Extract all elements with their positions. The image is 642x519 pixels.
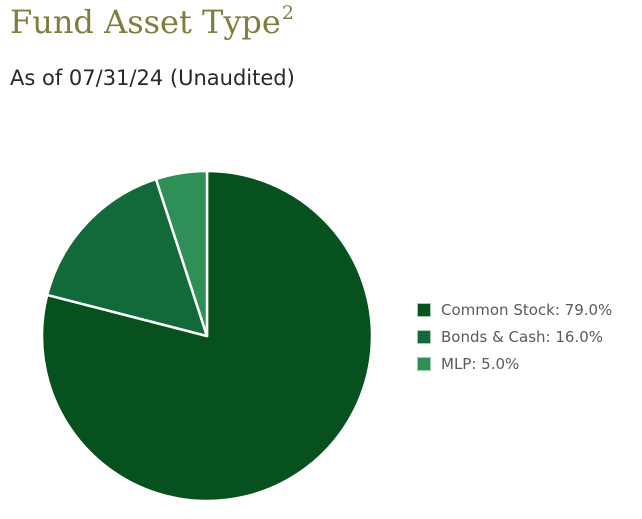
legend-label: Bonds & Cash: 16.0% xyxy=(441,328,604,346)
legend-label: MLP: 5.0% xyxy=(441,355,520,373)
subtitle: As of 07/31/24 (Unaudited) xyxy=(10,66,295,90)
legend-swatch-mlp xyxy=(417,357,431,371)
legend-swatch-common-stock xyxy=(417,303,431,317)
pie-slice-common-stock xyxy=(40,169,374,503)
chart-legend: Common Stock: 79.0% Bonds & Cash: 16.0% ML… xyxy=(417,300,612,381)
legend-item-mlp: MLP: 5.0% xyxy=(417,354,612,374)
legend-label: Common Stock: 79.0% xyxy=(441,301,613,319)
pie-chart-area: Common Stock: 79.0% Bonds & Cash: 16.0% ML… xyxy=(0,140,642,519)
legend-item-bonds-cash: Bonds & Cash: 16.0% xyxy=(417,327,612,347)
legend-swatch-bonds-cash xyxy=(417,330,431,344)
pie-slice-bonds-cash xyxy=(45,177,209,338)
page-title: Fund Asset Type2 xyxy=(10,2,294,42)
page-title-text: Fund Asset Type xyxy=(10,3,281,41)
pie-slice-mlp xyxy=(154,169,209,338)
pie-chart xyxy=(40,169,374,503)
page-title-footnote-ref: 2 xyxy=(281,2,294,25)
legend-item-common-stock: Common Stock: 79.0% xyxy=(417,300,612,320)
